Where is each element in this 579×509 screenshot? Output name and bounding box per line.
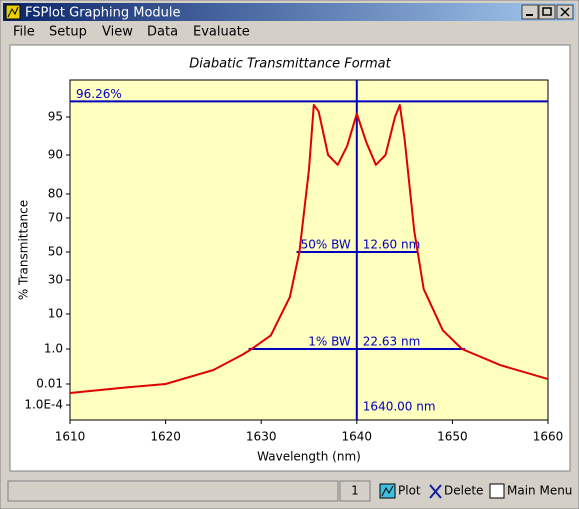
menu-item[interactable]: Setup: [49, 25, 87, 40]
maximize-button[interactable]: [538, 4, 556, 20]
plot-icon-glyph: [381, 485, 394, 497]
menu-item[interactable]: Evaluate: [193, 25, 250, 40]
main-menu-button[interactable]: Main Menu: [507, 484, 572, 498]
bandwidth-level-label: 1% BW: [308, 335, 351, 349]
minimize-button[interactable]: [521, 4, 539, 20]
delete-button[interactable]: Delete: [444, 484, 483, 498]
delete-icon[interactable]: [429, 484, 442, 499]
x-tick-label: 1650: [437, 430, 468, 444]
app-icon: [5, 4, 21, 20]
page-field: [339, 480, 371, 502]
center-label: 1640.00 nm: [363, 400, 436, 414]
page-number: 1: [351, 484, 359, 498]
status-field: [7, 480, 339, 502]
maximize-glyph: [542, 7, 552, 16]
bandwidth-width-label: 12.60 nm: [363, 238, 420, 252]
y-tick-label: 50: [48, 245, 63, 259]
menu-item[interactable]: View: [102, 25, 133, 40]
x-tick-label: 1660: [533, 430, 564, 444]
app-icon-glyph: [7, 6, 19, 18]
x-tick-label: 1630: [246, 430, 277, 444]
y-tick-label: 1.0E-4: [24, 398, 63, 412]
close-glyph: [560, 7, 570, 17]
bandwidth-width-label: 22.63 nm: [363, 335, 420, 349]
y-tick-label: 90: [48, 148, 63, 162]
peak-label: 96.26%: [76, 87, 122, 101]
plot-area: [69, 79, 549, 421]
window-buttons[interactable]: [521, 4, 574, 20]
transmittance-curve: [69, 104, 549, 394]
main-menu-icon[interactable]: [489, 483, 505, 499]
chart-title: Diabatic Transmittance Format: [189, 57, 391, 72]
y-tick-label: 0.01: [36, 377, 63, 391]
x-tick-label: 1610: [55, 430, 86, 444]
x-tick-label: 1640: [342, 430, 373, 444]
y-tick-label: 1.0: [44, 342, 63, 356]
y-tick-label: 80: [48, 187, 63, 201]
menu-item[interactable]: Data: [147, 25, 178, 40]
y-tick-label: 30: [48, 273, 63, 287]
window-title: FSPlot Graphing Module: [25, 6, 181, 21]
x-tick-label: 1620: [150, 430, 181, 444]
bandwidth-level-label: 50% BW: [301, 238, 351, 252]
menu-item[interactable]: File: [13, 25, 35, 40]
x-axis-label: Wavelength (nm): [257, 450, 361, 464]
y-tick-label: 70: [48, 211, 63, 225]
plot-button[interactable]: Plot: [398, 484, 421, 498]
y-tick-label: 10: [48, 307, 63, 321]
status-bar: 1 Plot Delete Main Menu: [7, 480, 572, 502]
y-tick-label: 95: [48, 110, 63, 124]
menu-bar: File Setup View Data Evaluate: [13, 25, 250, 40]
y-axis-label: % Transmittance: [17, 200, 31, 300]
title-bar: [3, 3, 576, 21]
